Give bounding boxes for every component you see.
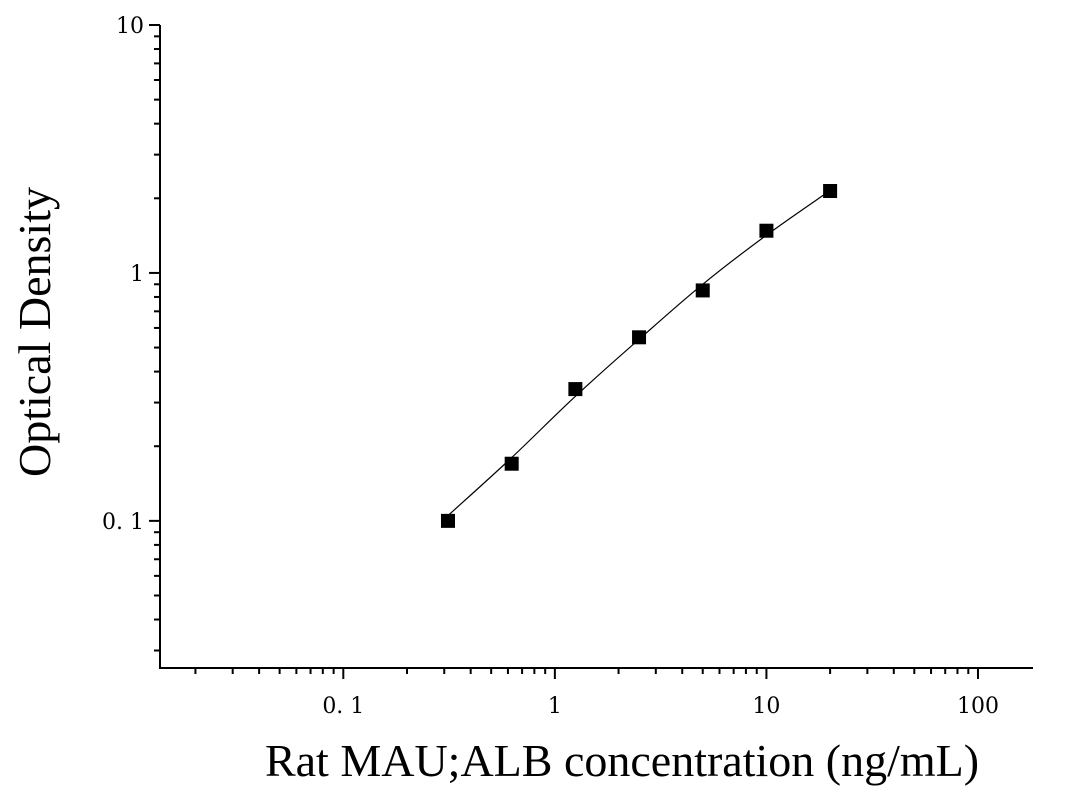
data-point: [759, 223, 774, 238]
data-points: [440, 184, 838, 528]
axis-ticks: [149, 24, 979, 679]
y-tick-label: 10: [116, 14, 144, 39]
data-point: [823, 184, 838, 199]
x-tick-label: 0. 1: [322, 694, 364, 719]
data-point: [568, 382, 583, 397]
data-point: [440, 513, 455, 528]
data-point: [695, 283, 710, 298]
y-tick-label: 0. 1: [102, 510, 144, 535]
x-tick-label: 10: [752, 694, 780, 719]
x-axis-title: Rat MAU;ALB concentration (ng/mL): [265, 735, 979, 786]
axes: [159, 25, 1033, 669]
data-point: [504, 456, 519, 471]
tick-labels: 0. 1 1 10 100 0. 1 1 10: [102, 14, 999, 719]
x-tick-label: 1: [548, 694, 562, 719]
data-point: [632, 330, 647, 345]
y-axis-title: Optical Density: [9, 187, 60, 477]
y-tick-label: 1: [130, 262, 144, 287]
x-tick-label: 100: [957, 694, 999, 719]
